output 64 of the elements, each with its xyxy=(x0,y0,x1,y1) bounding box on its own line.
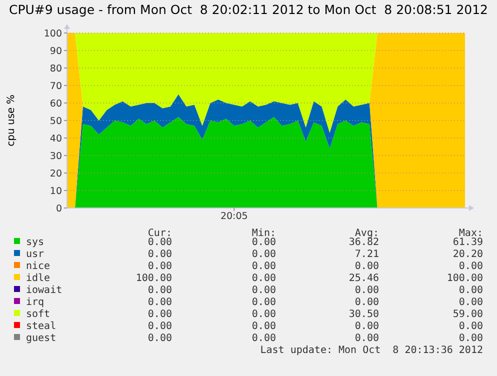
legend-label: sys xyxy=(26,237,44,248)
text: 0.00 xyxy=(252,261,276,272)
y-tick-label: 10 xyxy=(50,186,62,197)
y-axis-title: cpu use % xyxy=(6,94,17,146)
text: 100.00 xyxy=(446,273,483,284)
text: 0.00 xyxy=(458,261,483,272)
y-tick-label: 60 xyxy=(50,98,62,110)
text: 0.00 xyxy=(148,321,172,332)
text: 0.00 xyxy=(148,309,172,320)
text: 0.00 xyxy=(354,333,379,344)
text: 20.20 xyxy=(452,249,483,260)
legend-label: steal xyxy=(26,321,56,332)
text: 0.00 xyxy=(148,297,172,308)
text: 0.00 xyxy=(354,297,379,308)
legend-label: guest xyxy=(26,333,56,344)
text: 0.00 xyxy=(354,285,379,296)
text: 0.00 xyxy=(458,297,483,308)
y-tick-label: 40 xyxy=(50,133,62,144)
text: 0.00 xyxy=(252,285,276,296)
text: 0.00 xyxy=(148,285,172,296)
text: Cur: xyxy=(148,228,172,239)
y-tick-label: 90 xyxy=(50,46,62,57)
legend-label: idle xyxy=(26,273,50,284)
text: 36.82 xyxy=(348,237,379,248)
text: 0.00 xyxy=(252,309,276,320)
y-tick-label: 20 xyxy=(50,168,62,180)
text: Max: xyxy=(458,228,483,239)
text: 0.00 xyxy=(458,333,483,344)
y-tick-label: 50 xyxy=(50,116,62,127)
y-tick-label: 0 xyxy=(56,203,62,214)
text: 0.00 xyxy=(148,333,172,344)
y-tick-label: 70 xyxy=(50,80,62,92)
text: 0.00 xyxy=(458,285,483,296)
text: 0.00 xyxy=(148,249,172,260)
text: 0.00 xyxy=(458,321,483,332)
text: 0.00 xyxy=(148,261,172,272)
text: 0.00 xyxy=(354,261,379,272)
text: 0.00 xyxy=(148,237,172,248)
legend-label: iowait xyxy=(26,285,62,296)
text: 0.00 xyxy=(252,273,276,284)
y-tick-label: 100 xyxy=(44,28,62,40)
text: 0.00 xyxy=(252,297,276,308)
x-tick-label: 20:05 xyxy=(220,211,248,222)
text: Min: xyxy=(252,228,276,239)
y-tick-label: 30 xyxy=(50,150,62,162)
y-tick-label: 80 xyxy=(50,63,62,74)
text: 0.00 xyxy=(252,321,276,332)
text: 0.00 xyxy=(252,237,276,248)
chart-title: CPU#9 usage - from Mon Oct 8 20:02:11 2012 to Mon Oct 8 20:08:51 2012 xyxy=(8,2,488,17)
legend-label: usr xyxy=(26,249,44,260)
text: 25.46 xyxy=(348,273,379,284)
legend-label: irq xyxy=(26,297,44,308)
text: 61.39 xyxy=(452,237,483,248)
text: Last update: Mon Oct 8 20:13:36 2012 xyxy=(260,345,483,356)
text: 0.00 xyxy=(252,249,276,260)
text: Avg: xyxy=(354,228,379,239)
text: 30.50 xyxy=(348,309,379,320)
legend-label: nice xyxy=(26,261,50,272)
text: 7.21 xyxy=(354,249,379,260)
text: 0.00 xyxy=(354,321,379,332)
text: 100.00 xyxy=(136,273,172,284)
text: 59.00 xyxy=(452,309,483,320)
legend-label: soft xyxy=(26,309,50,320)
text: 0.00 xyxy=(252,333,276,344)
